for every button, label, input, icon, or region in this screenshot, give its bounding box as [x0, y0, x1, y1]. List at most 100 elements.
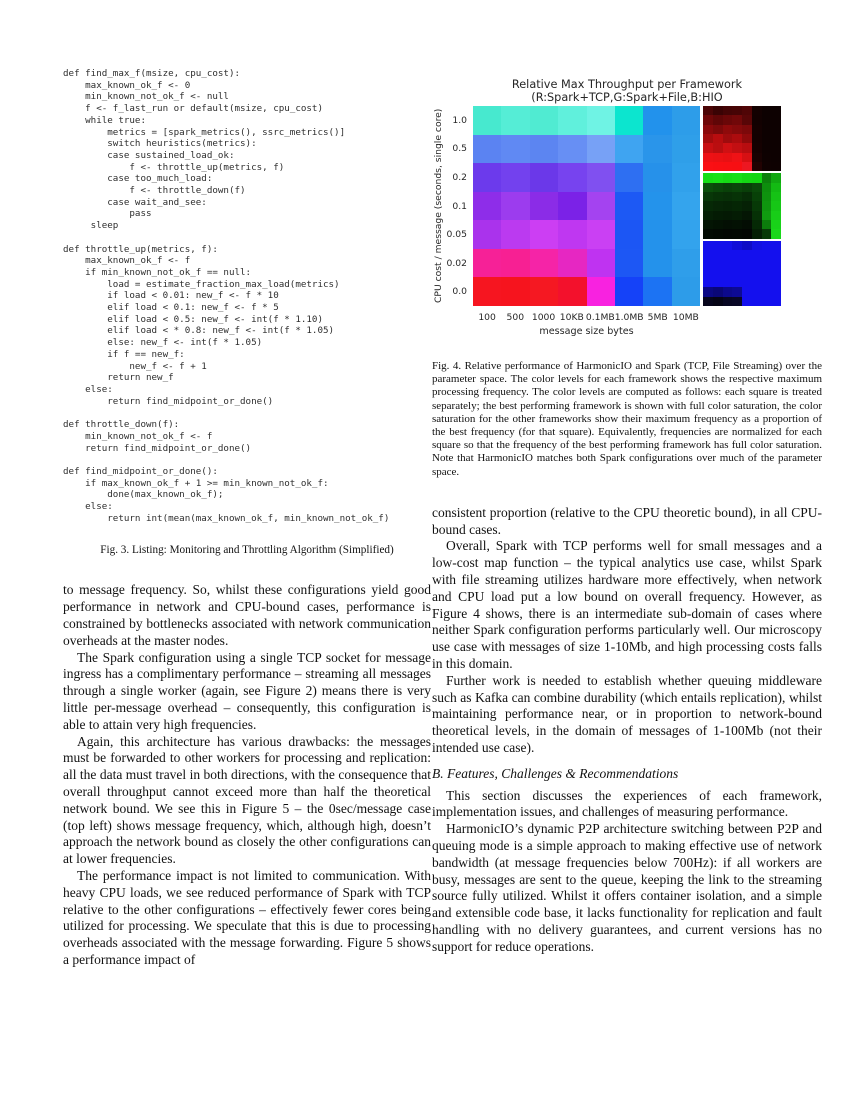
heatmap-cell [742, 124, 752, 134]
heatmap-cell [761, 133, 772, 144]
heatmap-cell [742, 173, 752, 183]
heatmap-cell [671, 106, 700, 135]
fig3-caption: Fig. 3. Listing: Monitoring and Throttli… [100, 544, 394, 557]
x-tick-label: 0.1MB [585, 312, 615, 323]
fig4-caption: Fig. 4. Relative performance of Harmonic… [432, 360, 822, 478]
heatmap-cell [473, 248, 502, 278]
heatmap-cell [722, 219, 733, 230]
heatmap-cell [712, 210, 723, 220]
y-tick-label: 0.2 [452, 171, 467, 183]
heatmap-cell [722, 143, 733, 153]
heatmap-cell [722, 106, 733, 116]
code-listing: def find_max_f(msize, cpu_cost): max_kno… [63, 68, 390, 524]
heatmap-cell [751, 133, 762, 144]
heatmap-cell [643, 191, 672, 221]
heatmap-cell [742, 249, 752, 260]
heatmap-cell [501, 191, 530, 221]
heatmap-cell [732, 133, 742, 144]
heatmap-cell [703, 259, 713, 269]
heatmap-cell [703, 296, 713, 306]
y-tick-label: 0.02 [446, 257, 467, 269]
paragraph: consistent proportion (relative to the C… [432, 504, 822, 537]
heatmap-cell [771, 182, 781, 192]
heatmap-inset-grid [703, 173, 781, 239]
heatmap-cell [712, 161, 723, 172]
heatmap-cell [742, 143, 752, 153]
heatmap-cell [703, 249, 713, 260]
heatmap-cell [558, 191, 587, 221]
heatmap-cell [712, 240, 723, 250]
heatmap-cell [722, 201, 733, 211]
heatmap-cell [761, 106, 772, 116]
heatmap-cell [761, 287, 772, 297]
heatmap-cell [771, 143, 781, 153]
heatmap-cell [771, 296, 781, 306]
heatmap-cell [771, 287, 781, 297]
left-body-text: to message frequency. So, whilst these c… [63, 582, 431, 968]
x-tick-label: 100 [478, 312, 496, 323]
heatmap-cell [732, 277, 742, 288]
heatmap-cell [703, 268, 713, 278]
heatmap-cell [558, 248, 587, 278]
heatmap-cell [473, 277, 502, 306]
heatmap-cell [529, 248, 559, 278]
heatmap-cell [643, 248, 672, 278]
heatmap-cell [732, 182, 742, 192]
heatmap-cell [473, 106, 502, 135]
heatmap-cell [771, 240, 781, 250]
heatmap-cell [703, 182, 713, 192]
heatmap-cell [722, 133, 733, 144]
x-tick-label: 500 [506, 312, 525, 323]
heatmap-cell [712, 259, 723, 269]
heatmap-cell [722, 296, 733, 306]
heatmap-cell [586, 163, 615, 192]
heatmap-cell [761, 191, 772, 202]
heatmap-cell [742, 229, 752, 239]
heatmap-cell [671, 134, 700, 164]
heatmap-cell [732, 124, 742, 134]
heatmap-cell [703, 277, 713, 288]
heatmap-cell [703, 201, 713, 211]
heatmap-cell [722, 249, 733, 260]
heatmap-cell [703, 191, 713, 202]
heatmap-cell [703, 210, 713, 220]
heatmap-cell [712, 143, 723, 153]
heatmap-cell [614, 248, 644, 278]
heatmap-cell [703, 124, 713, 134]
heatmap-cell [751, 249, 762, 260]
heatmap-cell [732, 219, 742, 230]
heatmap-cell [742, 133, 752, 144]
x-tick-label: 1.0MB [614, 312, 644, 323]
heatmap-cell [722, 124, 733, 134]
heatmap-cell [558, 163, 587, 192]
x-axis-label: message size bytes [539, 326, 634, 337]
heatmap-cell [742, 182, 752, 192]
heatmap-cell [751, 240, 762, 250]
heatmap-cell [732, 143, 742, 153]
heatmap-cell [742, 201, 752, 211]
heatmap-cell [703, 133, 713, 144]
heatmap-cell [712, 191, 723, 202]
heatmap-cell [771, 161, 781, 172]
figure4-heatmap: Relative Max Throughput per Framework (R… [432, 76, 822, 356]
heatmap-cell [761, 115, 772, 125]
heatmap-cell [722, 182, 733, 192]
heatmap-cell [501, 248, 530, 278]
heatmap-cell [614, 106, 644, 135]
heatmap-cell [671, 163, 700, 192]
heatmap-cell [771, 249, 781, 260]
heatmap-cell [614, 220, 644, 249]
heatmap-cell [761, 268, 772, 278]
heatmap-cell [712, 124, 723, 134]
heatmap-cell [501, 277, 530, 306]
heatmap-cell [761, 219, 772, 230]
heatmap-cell [761, 173, 772, 183]
heatmap-cell [703, 143, 713, 153]
heatmap-cell [732, 240, 742, 250]
heatmap-cell [712, 268, 723, 278]
heatmap-cell [771, 152, 781, 162]
heatmap-cell [771, 268, 781, 278]
heatmap-cell [712, 115, 723, 125]
heatmap-cell [703, 287, 713, 297]
heatmap-cell [671, 277, 700, 306]
